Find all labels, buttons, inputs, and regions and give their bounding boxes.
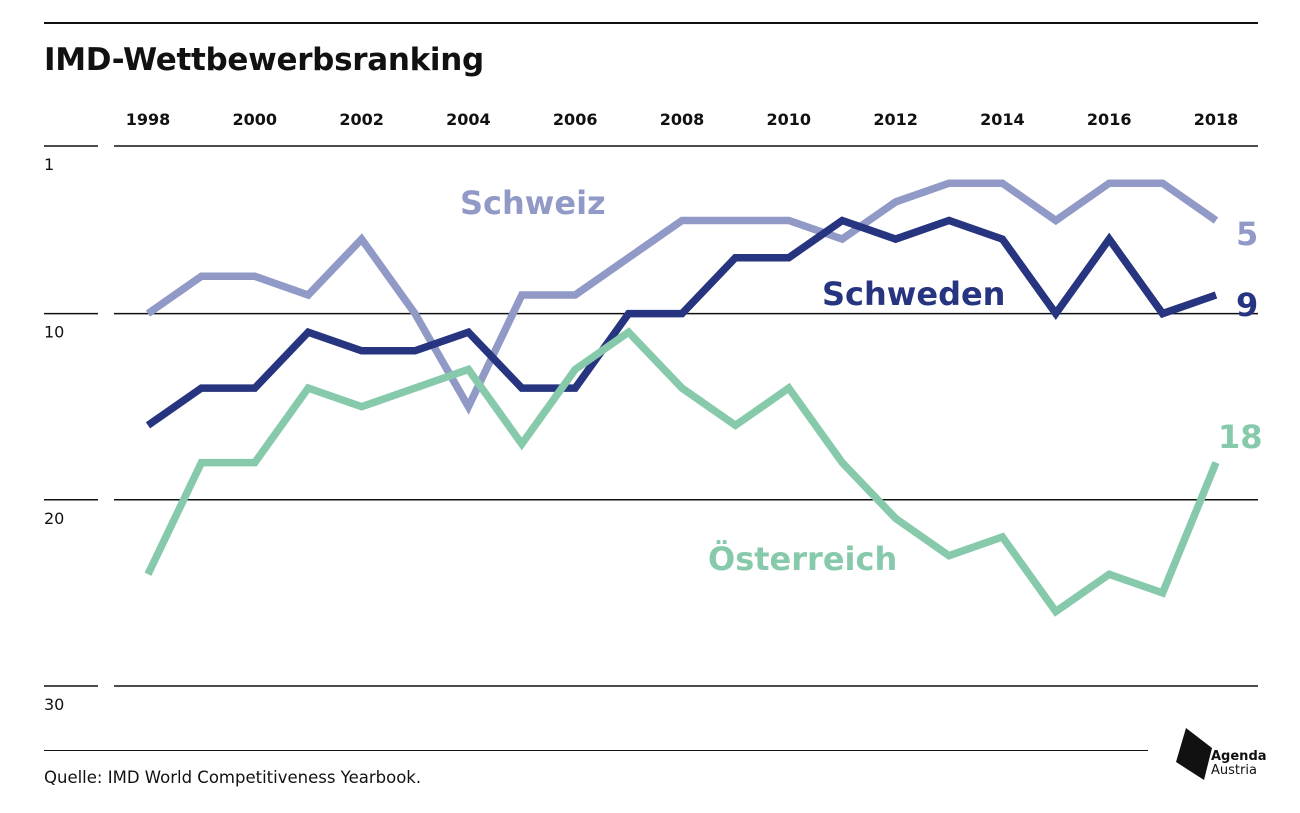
y-tick-label-30: 30 [44, 695, 64, 714]
series-label-österreich: Österreich [708, 540, 897, 578]
x-tick-label-2006: 2006 [553, 110, 598, 129]
source-note: Quelle: IMD World Competitiveness Yearbo… [44, 768, 422, 787]
logo-text-line1: Agenda [1211, 749, 1267, 764]
x-tick-label-2010: 2010 [767, 110, 812, 129]
agenda-austria-logo: Agenda Austria [1176, 726, 1267, 786]
end-value-label-österreich: 18 [1218, 418, 1263, 456]
series-line-schweden [145, 216, 1218, 429]
x-tick-label-2012: 2012 [873, 110, 918, 129]
top-rule [44, 22, 1258, 24]
x-tick-label-2016: 2016 [1087, 110, 1132, 129]
y-tick-label-1: 1 [44, 155, 54, 174]
x-tick-label-2004: 2004 [446, 110, 491, 129]
series-label-schweiz: Schweiz [460, 184, 606, 222]
bottom-rule [44, 750, 1148, 751]
x-tick-label-2014: 2014 [980, 110, 1025, 129]
series-line-österreich [144, 327, 1220, 617]
logo-text-line2: Austria [1211, 763, 1257, 778]
end-value-label-schweiz: 5 [1236, 215, 1258, 253]
x-tick-label-1998: 1998 [126, 110, 171, 129]
series-label-schweden: Schweden [822, 275, 1005, 313]
x-tick-label-2018: 2018 [1194, 110, 1239, 129]
x-tick-label-2002: 2002 [339, 110, 384, 129]
x-tick-label-2008: 2008 [660, 110, 705, 129]
chart-title: IMD-Wettbewerbsranking [44, 42, 484, 78]
y-tick-label-10: 10 [44, 323, 64, 342]
end-value-label-schweden: 9 [1236, 286, 1258, 324]
agenda-austria-logo-icon [1176, 728, 1212, 780]
x-tick-label-2000: 2000 [233, 110, 278, 129]
series-line-schweiz [145, 179, 1219, 415]
y-tick-label-20: 20 [44, 509, 64, 528]
